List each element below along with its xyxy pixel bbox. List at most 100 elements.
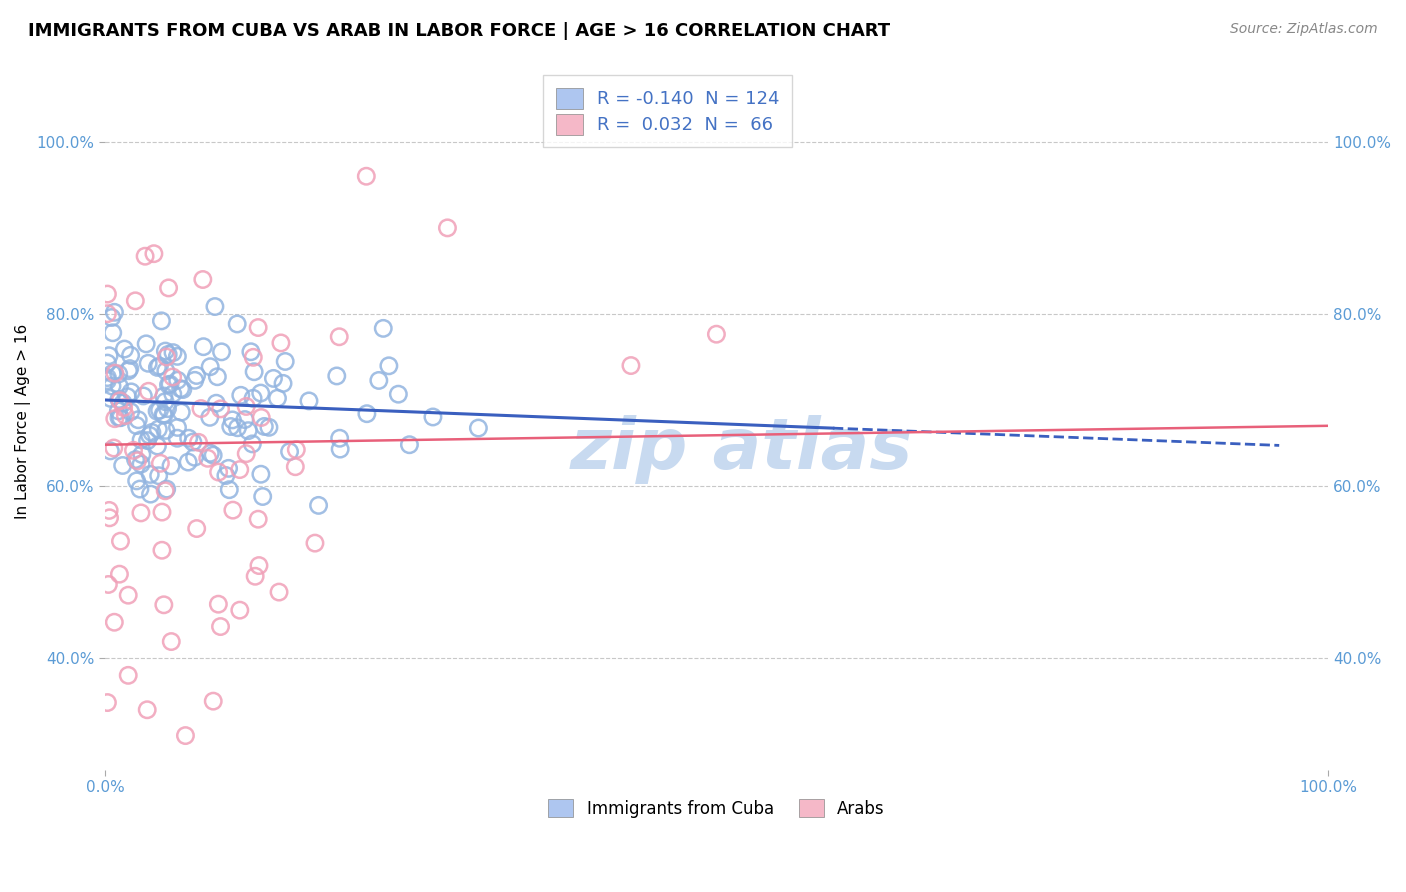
Point xyxy=(136,434,159,448)
Point xyxy=(262,371,284,385)
Point xyxy=(221,413,243,427)
Point xyxy=(111,458,134,473)
Point xyxy=(233,412,256,426)
Point xyxy=(373,321,395,335)
Point xyxy=(155,344,177,359)
Point xyxy=(159,377,181,392)
Point xyxy=(367,374,389,388)
Point xyxy=(152,408,174,422)
Point xyxy=(467,421,489,435)
Point xyxy=(98,349,121,363)
Point xyxy=(169,382,191,396)
Point xyxy=(148,422,170,436)
Point xyxy=(141,425,163,440)
Point xyxy=(149,456,172,470)
Point xyxy=(229,388,252,402)
Point xyxy=(114,342,136,356)
Point xyxy=(127,454,149,468)
Point xyxy=(122,443,145,458)
Point xyxy=(160,458,183,473)
Point xyxy=(166,373,188,387)
Point xyxy=(422,409,444,424)
Point xyxy=(226,317,249,331)
Point xyxy=(150,314,173,328)
Point xyxy=(149,403,172,417)
Point xyxy=(249,386,271,401)
Point xyxy=(139,467,162,482)
Point xyxy=(239,344,262,359)
Point xyxy=(235,447,257,461)
Point xyxy=(146,439,169,453)
Point xyxy=(96,287,118,301)
Point xyxy=(100,310,122,325)
Point xyxy=(202,448,225,462)
Point xyxy=(200,446,222,460)
Point xyxy=(229,462,252,476)
Point xyxy=(242,351,264,365)
Point xyxy=(108,379,131,393)
Point xyxy=(148,359,170,374)
Point xyxy=(131,448,153,462)
Point xyxy=(125,474,148,488)
Y-axis label: In Labor Force | Age > 16: In Labor Force | Age > 16 xyxy=(15,324,31,519)
Point xyxy=(107,404,129,418)
Point xyxy=(146,360,169,375)
Point xyxy=(114,409,136,423)
Point xyxy=(166,431,188,445)
Point xyxy=(271,376,294,391)
Point xyxy=(117,668,139,682)
Point xyxy=(108,392,131,407)
Point xyxy=(153,483,176,498)
Point xyxy=(150,543,173,558)
Point xyxy=(387,387,409,401)
Point xyxy=(209,401,232,416)
Point xyxy=(706,327,728,342)
Point xyxy=(326,368,349,383)
Point xyxy=(120,405,142,419)
Point xyxy=(97,577,120,591)
Point xyxy=(96,370,118,384)
Point xyxy=(138,428,160,442)
Point xyxy=(148,468,170,483)
Point xyxy=(204,300,226,314)
Point xyxy=(153,408,176,422)
Point xyxy=(155,350,177,364)
Point xyxy=(98,443,121,458)
Point xyxy=(129,457,152,471)
Point xyxy=(124,452,146,467)
Point xyxy=(218,461,240,475)
Point xyxy=(205,396,228,410)
Point xyxy=(157,281,180,295)
Text: IMMIGRANTS FROM CUBA VS ARAB IN LABOR FORCE | AGE > 16 CORRELATION CHART: IMMIGRANTS FROM CUBA VS ARAB IN LABOR FO… xyxy=(28,22,890,40)
Point xyxy=(117,390,139,404)
Point xyxy=(157,347,180,361)
Point xyxy=(266,391,288,405)
Point xyxy=(155,423,177,437)
Point xyxy=(112,401,135,415)
Point xyxy=(243,569,266,583)
Point xyxy=(160,634,183,648)
Point xyxy=(104,411,127,425)
Point xyxy=(356,169,378,184)
Point xyxy=(103,615,125,630)
Point xyxy=(101,326,124,340)
Point xyxy=(134,249,156,263)
Point xyxy=(120,348,142,362)
Point xyxy=(117,588,139,602)
Point xyxy=(127,413,149,427)
Point xyxy=(250,410,273,425)
Point xyxy=(129,482,152,496)
Point xyxy=(136,356,159,370)
Point xyxy=(96,696,118,710)
Point xyxy=(107,367,129,381)
Point xyxy=(108,393,131,408)
Point xyxy=(198,410,221,425)
Point xyxy=(110,534,132,549)
Point xyxy=(120,384,142,399)
Point xyxy=(219,419,242,434)
Point xyxy=(98,503,121,517)
Point xyxy=(110,410,132,425)
Point xyxy=(139,487,162,501)
Point xyxy=(197,451,219,466)
Point xyxy=(186,522,208,536)
